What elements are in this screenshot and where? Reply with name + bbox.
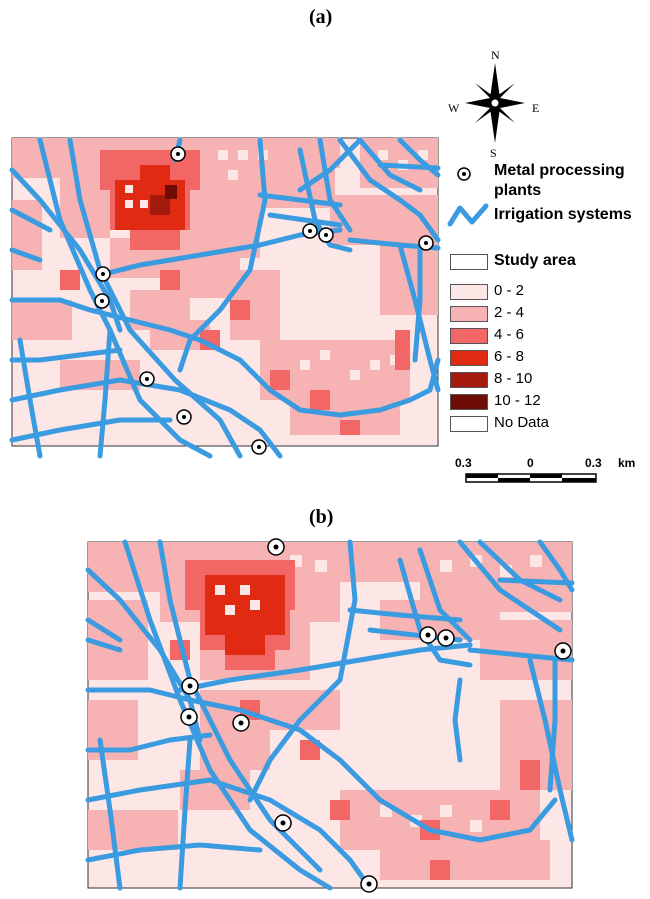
legend-study-area-label: Study area <box>494 252 576 269</box>
panel-b-label: (b) <box>309 506 334 528</box>
map-b-plants <box>180 538 572 893</box>
map-a-plants <box>94 146 434 455</box>
legend-class-label: 6 - 8 <box>494 348 525 365</box>
scale-unit: km <box>618 456 636 470</box>
legend-class-swatch <box>450 284 488 300</box>
legend-class-swatch <box>450 350 488 366</box>
scale-mid: 0 <box>527 456 534 470</box>
compass-n: N <box>491 48 500 62</box>
legend-class-swatch <box>450 394 488 410</box>
compass-s: S <box>490 146 497 160</box>
legend-class-swatch <box>450 372 488 388</box>
legend-class-swatch <box>450 306 488 322</box>
compass-e: E <box>532 101 540 115</box>
legend-class-label: No Data <box>494 414 550 431</box>
legend-study-area-swatch <box>450 254 488 270</box>
legend-class-swatch <box>450 328 488 344</box>
compass-w: W <box>448 101 460 115</box>
map-b-grid <box>87 541 573 889</box>
map-b-irrigation <box>85 539 575 891</box>
scale-bar-icon <box>465 473 597 483</box>
legend-plant-icon <box>457 167 471 181</box>
legend-class-label: 10 - 12 <box>494 392 541 409</box>
north-arrow-icon <box>465 63 525 143</box>
map-a-irrigation <box>9 137 441 459</box>
legend-class-swatch <box>450 416 488 432</box>
map-a-grid <box>11 137 439 447</box>
legend-plants-label-2: plants <box>494 182 542 199</box>
legend-class-label: 2 - 4 <box>494 304 525 321</box>
legend-class-label: 4 - 6 <box>494 326 525 343</box>
scale-right: 0.3 <box>585 456 602 470</box>
legend-irrigation-label: Irrigation systems <box>494 206 632 223</box>
legend-class-label: 0 - 2 <box>494 282 525 299</box>
panel-a-label: (a) <box>309 6 333 28</box>
legend-plants-label-1: Metal processing <box>494 162 625 179</box>
legend-irrigation-icon <box>447 203 489 227</box>
scale-left: 0.3 <box>455 456 472 470</box>
legend-class-label: 8 - 10 <box>494 370 533 387</box>
